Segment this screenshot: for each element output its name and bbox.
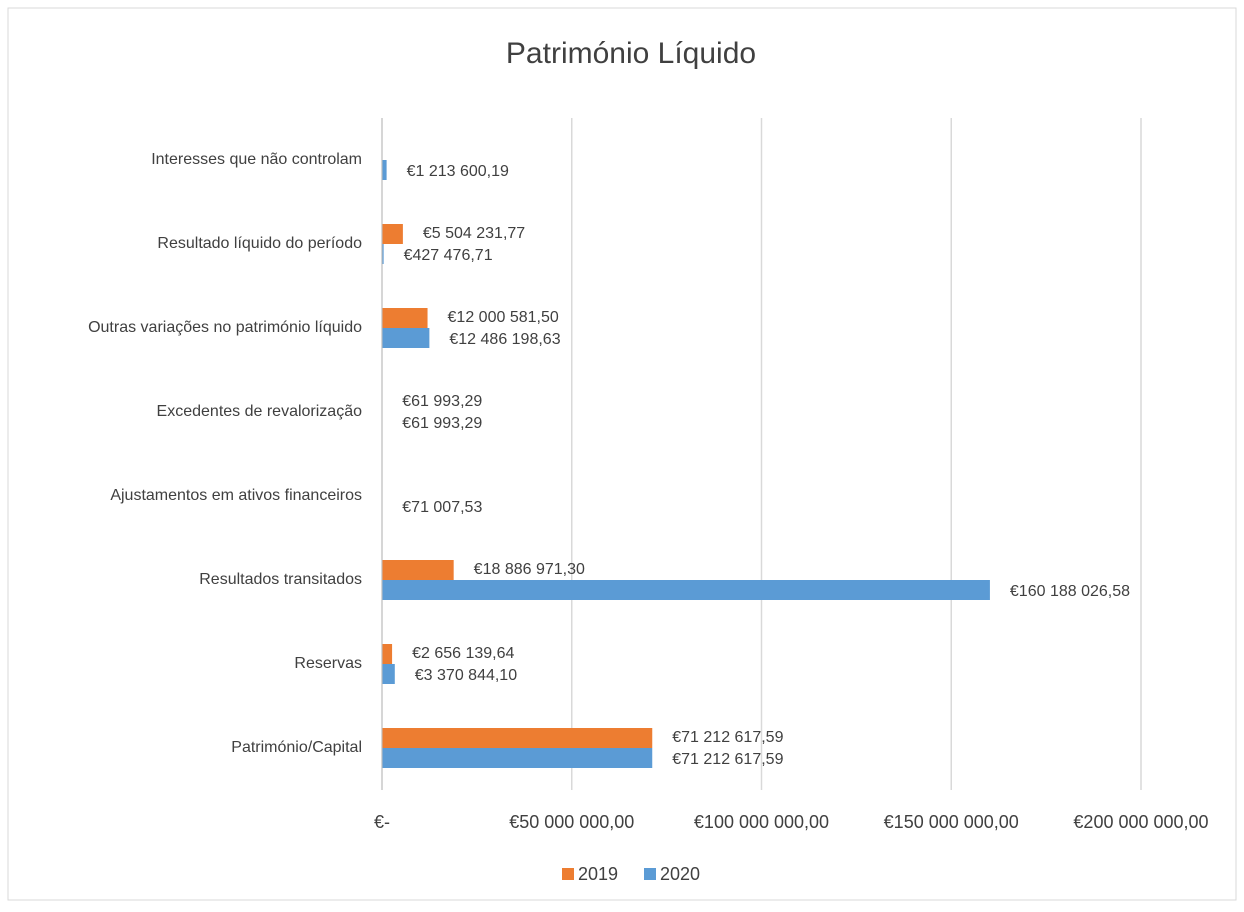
data-label: €12 486 198,63: [449, 331, 560, 348]
bar: [382, 748, 652, 768]
data-label: €18 886 971,30: [474, 561, 585, 578]
y-tick-label: Interesses que não controlam: [151, 151, 362, 168]
x-tick-label: €100 000 000,00: [694, 812, 829, 832]
legend-label: 2020: [660, 864, 700, 884]
x-tick-label: €-: [374, 812, 390, 832]
data-label: €5 504 231,77: [423, 225, 525, 242]
chart-title: Património Líquido: [506, 37, 756, 70]
data-label: €3 370 844,10: [415, 667, 517, 684]
bar: [382, 728, 652, 748]
y-tick-label: Resultado líquido do período: [157, 235, 362, 252]
data-label: €2 656 139,64: [412, 645, 514, 662]
data-label: €71 212 617,59: [672, 751, 783, 768]
x-tick-label: €150 000 000,00: [884, 812, 1019, 832]
bar: [382, 664, 395, 684]
data-label: €427 476,71: [404, 247, 493, 264]
data-label: €71 212 617,59: [672, 729, 783, 746]
bar: [382, 580, 990, 600]
bar: [382, 308, 428, 328]
bar: [382, 328, 429, 348]
bar: [382, 224, 403, 244]
y-tick-label: Excedentes de revalorização: [157, 403, 363, 420]
x-tick-label: €50 000 000,00: [509, 812, 634, 832]
data-label: €61 993,29: [402, 393, 482, 410]
y-tick-label: Reservas: [294, 655, 362, 672]
legend-swatch: [562, 868, 574, 880]
data-label: €71 007,53: [402, 499, 482, 516]
x-tick-label: €200 000 000,00: [1073, 812, 1208, 832]
data-label: €160 188 026,58: [1010, 583, 1130, 600]
data-label: €12 000 581,50: [448, 309, 559, 326]
bar: [382, 560, 454, 580]
y-tick-label: Património/Capital: [231, 739, 362, 756]
bar: [382, 644, 392, 664]
y-tick-label: Resultados transitados: [199, 571, 362, 588]
y-tick-label: Outras variações no património líquido: [88, 319, 362, 336]
y-tick-label: Ajustamentos em ativos financeiros: [110, 487, 362, 504]
legend-swatch: [644, 868, 656, 880]
legend-label: 2019: [578, 864, 618, 884]
bar: [382, 160, 387, 180]
data-label: €61 993,29: [402, 415, 482, 432]
data-label: €1 213 600,19: [407, 163, 509, 180]
